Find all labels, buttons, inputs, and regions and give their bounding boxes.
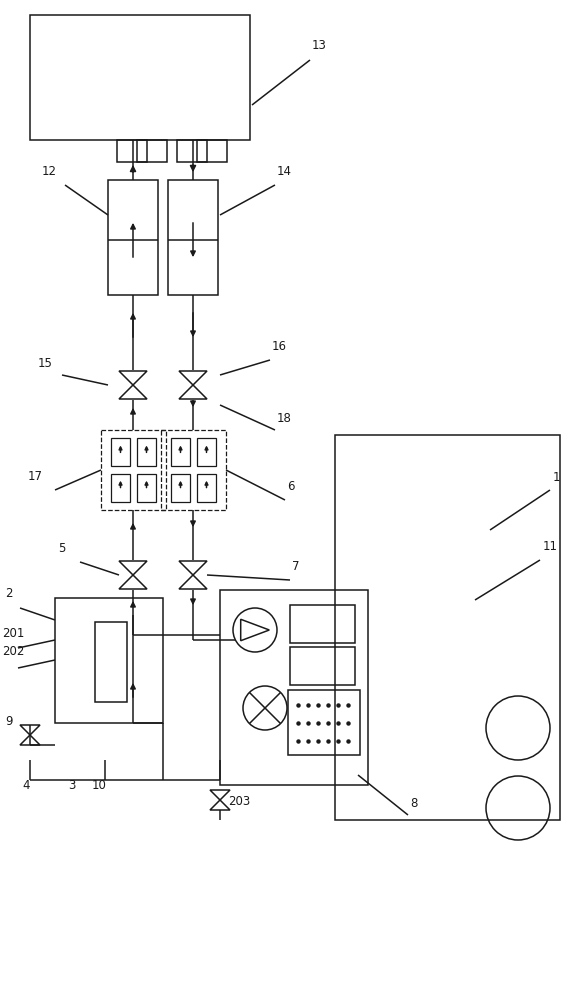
Text: 12: 12 (42, 165, 57, 178)
Text: 202: 202 (2, 645, 24, 658)
Text: 13: 13 (312, 39, 327, 52)
Text: 2: 2 (5, 587, 12, 600)
Bar (290, 605, 355, 643)
Text: 9: 9 (5, 715, 12, 728)
Bar (197, 474, 215, 502)
Bar (335, 435, 560, 820)
Text: 16: 16 (272, 340, 287, 353)
Bar (117, 140, 147, 162)
Text: 14: 14 (277, 165, 292, 178)
Text: 6: 6 (287, 480, 294, 493)
Text: 11: 11 (543, 540, 558, 553)
Bar (177, 140, 207, 162)
Text: 203: 203 (228, 795, 250, 808)
Bar (288, 690, 360, 755)
Bar (290, 647, 355, 685)
Text: 7: 7 (292, 560, 300, 573)
Bar (101, 430, 166, 510)
Text: 17: 17 (28, 470, 43, 483)
Text: 5: 5 (58, 542, 65, 555)
Bar (161, 430, 226, 510)
Bar (137, 438, 155, 466)
Bar (172, 474, 190, 502)
Bar (172, 438, 190, 466)
Bar (197, 140, 227, 162)
Bar (30, 15, 250, 140)
Bar (111, 438, 130, 466)
Text: 3: 3 (68, 779, 76, 792)
Text: 10: 10 (92, 779, 107, 792)
Bar (55, 598, 163, 723)
Bar (137, 140, 167, 162)
Bar (95, 622, 127, 702)
Bar (111, 474, 130, 502)
Text: 1: 1 (553, 471, 560, 484)
Bar (197, 438, 215, 466)
Bar (168, 180, 218, 295)
Bar (108, 180, 158, 295)
Text: 4: 4 (22, 779, 30, 792)
Text: 8: 8 (410, 797, 417, 810)
Text: 201: 201 (2, 627, 24, 640)
Text: 18: 18 (277, 412, 292, 425)
Bar (220, 590, 368, 785)
Text: 15: 15 (38, 357, 53, 370)
Bar (137, 474, 155, 502)
